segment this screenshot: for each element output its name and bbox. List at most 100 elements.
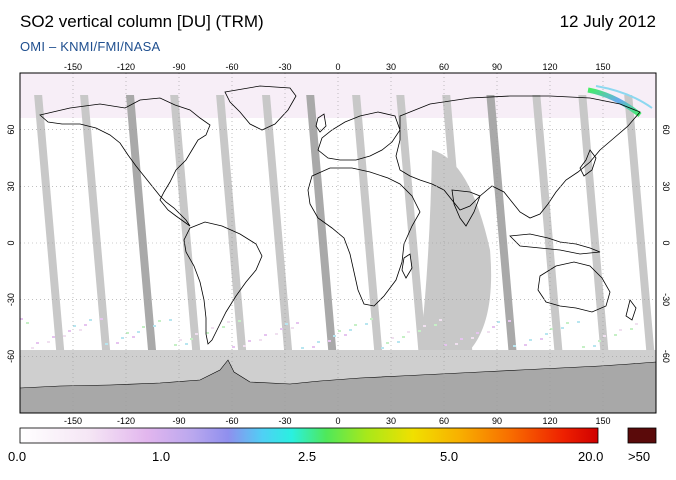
noise-speck (20, 318, 23, 320)
noise-speck (381, 347, 384, 349)
colorbar-gradient (19, 427, 599, 444)
noise-speck (455, 343, 458, 345)
noise-speck (349, 329, 352, 331)
noise-speck (190, 338, 193, 340)
noise-speck (63, 335, 66, 337)
noise-speck (169, 319, 172, 321)
colorbar-label-2: 2.5 (298, 449, 317, 464)
lon-tick-top: -120 (117, 62, 135, 72)
lon-tick-top: -30 (278, 62, 291, 72)
orbit-gap-stripe (80, 95, 111, 350)
lon-tick-bottom: 30 (386, 416, 396, 426)
noise-speck (174, 344, 177, 346)
noise-speck (487, 331, 490, 333)
noise-speck (529, 339, 532, 341)
so2-plume-arc (587, 87, 642, 117)
noise-speck (68, 330, 71, 332)
noise-speck (593, 345, 596, 347)
noise-speck (179, 339, 182, 341)
latitude-ticks-right: 60 30 0 -30 -60 (661, 125, 671, 363)
lon-tick-top: 90 (492, 62, 502, 72)
orbit-gap-wide (420, 150, 492, 350)
noise-speck (26, 322, 29, 324)
noise-speck (153, 325, 156, 327)
noise-speck (476, 332, 479, 334)
noise-speck (280, 328, 283, 330)
noise-speck (439, 319, 442, 321)
lon-tick-bottom: 150 (595, 416, 610, 426)
noise-speck (540, 338, 543, 340)
noise-speck (185, 343, 188, 345)
noise-speck (142, 326, 145, 328)
lon-tick-top: -150 (64, 62, 82, 72)
noise-speck (47, 341, 50, 343)
map-date: 12 July 2012 (559, 12, 656, 31)
noise-speck (354, 324, 357, 326)
uk-coast (315, 113, 327, 133)
noise-speck (386, 342, 389, 344)
africa-coast (307, 167, 421, 307)
noise-speck (248, 340, 251, 342)
noise-speck (524, 344, 527, 346)
noise-speck (238, 320, 241, 322)
noise-speck (418, 330, 421, 332)
latitude-ticks-left: 60 30 0 -30 -60 (6, 125, 16, 363)
noise-speck (79, 329, 82, 331)
orbit-gap-stripe (578, 95, 609, 350)
noise-speck (73, 325, 76, 327)
noise-speck (407, 331, 410, 333)
noise-speck (31, 347, 34, 349)
arctic-noise-band (20, 73, 656, 118)
new-zealand-coast (625, 299, 637, 321)
noise-speck (566, 322, 569, 324)
so2-plume-arc-outer (595, 85, 653, 109)
orbit-gap-stripe (486, 95, 517, 350)
noise-speck (195, 333, 198, 335)
noise-speck (243, 345, 246, 347)
noise-speck (492, 326, 495, 328)
noise-speck (206, 332, 209, 334)
noise-speck (158, 320, 161, 322)
noise-speck (545, 333, 548, 335)
noise-speck (513, 345, 516, 347)
noise-speck (434, 324, 437, 326)
noise-speck (402, 336, 405, 338)
noise-speck (497, 321, 500, 323)
lon-tick-top: 60 (439, 62, 449, 72)
longitude-ticks-top: -150 -120 -90 -60 -30 0 30 60 90 120 150 (64, 62, 611, 72)
noise-speck (423, 325, 426, 327)
graticule-lines (20, 73, 656, 413)
noise-speck (577, 321, 580, 323)
orbit-gap-stripe (306, 95, 337, 350)
noise-speck (508, 320, 511, 322)
noise-speck (582, 346, 585, 348)
lat-tick-right: 0 (661, 240, 671, 245)
noise-speck (619, 329, 622, 331)
noise-speck (100, 318, 103, 320)
noise-speck (52, 336, 55, 338)
noise-speck (36, 342, 39, 344)
noise-speck (222, 326, 225, 328)
colorbar-overflow-swatch (627, 427, 657, 444)
noise-speck (285, 323, 288, 325)
lon-tick-bottom: 0 (335, 416, 340, 426)
noise-speck (89, 319, 92, 321)
noise-speck (275, 333, 278, 335)
map-title: SO2 vertical column [DU] (TRM) (20, 12, 264, 31)
orbit-gap-stripe (532, 95, 563, 350)
lon-tick-top: -60 (225, 62, 238, 72)
asia-coast (395, 95, 641, 219)
lat-tick-right: 60 (661, 125, 671, 135)
colorbar-label-0: 0.0 (8, 449, 27, 464)
lon-tick-top: -90 (172, 62, 185, 72)
noise-speck (338, 330, 341, 332)
lon-tick-bottom: 120 (542, 416, 557, 426)
noise-speck (116, 342, 119, 344)
noise-speck (598, 340, 601, 342)
noise-speck (630, 328, 633, 330)
noise-speck (370, 318, 373, 320)
lon-tick-bottom: -120 (117, 416, 135, 426)
noise-speck (460, 338, 463, 340)
lat-tick-left: -60 (6, 350, 16, 363)
lon-tick-bottom: 90 (492, 416, 502, 426)
